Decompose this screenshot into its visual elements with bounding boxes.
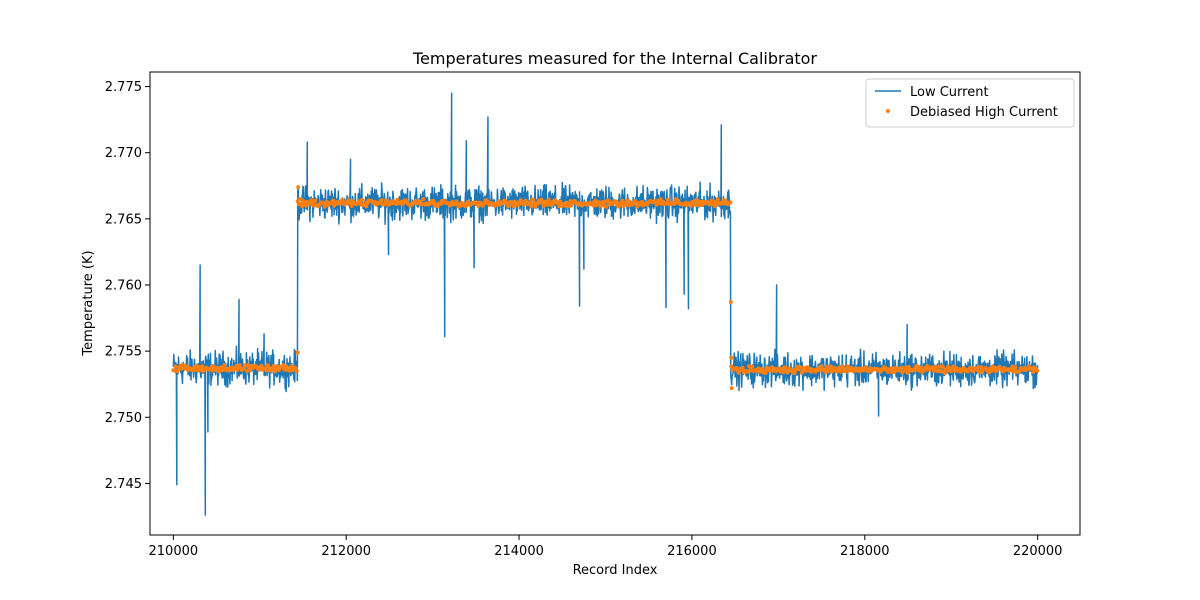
scatter-point xyxy=(603,204,608,209)
legend-box xyxy=(865,78,1075,128)
scatter-point xyxy=(241,366,246,371)
scatter-point xyxy=(222,363,227,368)
scatter-point xyxy=(506,204,511,209)
scatter-point xyxy=(905,370,910,375)
scatter-point xyxy=(476,203,481,208)
scatter-point xyxy=(1031,369,1036,374)
scatter-point xyxy=(1013,365,1018,370)
scatter-point xyxy=(294,369,299,374)
scatter-point xyxy=(431,199,436,204)
scatter-point xyxy=(763,371,768,376)
scatter-point xyxy=(792,371,797,376)
scatter-point xyxy=(925,364,930,369)
scatter-point xyxy=(266,364,271,369)
scatter-point xyxy=(729,355,734,360)
scatter-point xyxy=(729,364,734,369)
scatter-point xyxy=(942,371,947,376)
scatter-point xyxy=(179,366,184,371)
legend-label-low-current: Low Current xyxy=(910,85,989,100)
scatter-point xyxy=(1010,364,1015,369)
scatter-point xyxy=(235,367,240,372)
x-tick-label: 214000 xyxy=(494,544,544,559)
plot-area xyxy=(171,92,1040,516)
scatter-point xyxy=(531,197,536,202)
x-axis-label: Record Index xyxy=(573,563,658,578)
scatter-point xyxy=(864,365,869,370)
scatter-point xyxy=(715,197,720,202)
scatter-point xyxy=(781,370,786,375)
scatter-point xyxy=(528,200,533,205)
scatter-point xyxy=(729,386,734,391)
y-tick-label: 2.760 xyxy=(105,278,142,293)
scatter-point xyxy=(455,201,460,206)
scatter-point xyxy=(938,369,943,374)
x-tick-label: 216000 xyxy=(667,544,717,559)
scatter-point xyxy=(340,197,345,202)
legend-label-debiased-high-current: Debiased High Current xyxy=(910,105,1058,120)
y-tick-label: 2.745 xyxy=(105,477,142,492)
scatter-point xyxy=(313,198,318,203)
scatter-point xyxy=(281,363,286,368)
chart-title: Temperatures measured for the Internal C… xyxy=(412,49,817,68)
series-points-debiased-high-current xyxy=(171,185,1040,391)
scatter-point xyxy=(591,203,596,208)
scatter-point xyxy=(688,203,693,208)
scatter-point xyxy=(845,364,850,369)
y-axis: 2.745 2.750 2.755 2.760 2.765 2.770 2.775 xyxy=(105,80,150,492)
scatter-point xyxy=(940,365,945,370)
y-tick-label: 2.775 xyxy=(105,80,142,95)
scatter-point xyxy=(558,199,563,204)
scatter-point xyxy=(750,364,755,369)
y-tick-label: 2.750 xyxy=(105,411,142,426)
scatter-point xyxy=(593,198,598,203)
scatter-point xyxy=(976,365,981,370)
scatter-point xyxy=(173,364,178,369)
scatter-point xyxy=(546,197,551,202)
scatter-point xyxy=(740,365,745,370)
y-tick-label: 2.765 xyxy=(105,212,142,227)
scatter-point xyxy=(272,369,277,374)
scatter-point xyxy=(1001,369,1006,374)
scatter-point xyxy=(900,370,905,375)
scatter-point xyxy=(986,370,991,375)
scatter-point xyxy=(728,300,733,305)
legend-swatch-debiased-high-current xyxy=(886,109,890,113)
x-tick-label: 212000 xyxy=(321,544,371,559)
y-tick-label: 2.770 xyxy=(105,146,142,161)
x-tick-label: 218000 xyxy=(840,544,890,559)
scatter-point xyxy=(933,364,938,369)
scatter-point xyxy=(728,200,733,205)
scatter-point xyxy=(666,197,671,202)
plot-frame xyxy=(149,71,1081,536)
scatter-point xyxy=(349,204,354,208)
scatter-point xyxy=(295,350,300,355)
scatter-point xyxy=(798,365,803,370)
scatter-point xyxy=(322,204,327,209)
scatter-point xyxy=(244,368,249,373)
y-axis-label: Temperature (K) xyxy=(81,250,96,356)
legend: Low Current Debiased High Current xyxy=(865,78,1075,128)
scatter-point xyxy=(297,197,302,202)
scatter-point xyxy=(421,197,426,202)
scatter-point xyxy=(248,368,253,373)
scatter-point xyxy=(529,203,534,208)
scatter-point xyxy=(324,199,329,204)
x-tick-label: 220000 xyxy=(1013,544,1063,559)
scatter-point xyxy=(919,365,924,370)
x-axis: 210000 212000 214000 216000 218000 220000 xyxy=(149,535,1063,559)
scatter-point xyxy=(360,197,365,202)
scatter-point xyxy=(296,185,301,190)
scatter-point xyxy=(658,197,663,202)
scatter-point xyxy=(1035,368,1040,373)
scatter-point xyxy=(264,368,269,373)
scatter-point xyxy=(800,369,805,374)
x-tick-label: 210000 xyxy=(149,544,199,559)
scatter-point xyxy=(379,198,384,203)
y-tick-label: 2.755 xyxy=(105,345,142,360)
scatter-point xyxy=(293,366,298,371)
